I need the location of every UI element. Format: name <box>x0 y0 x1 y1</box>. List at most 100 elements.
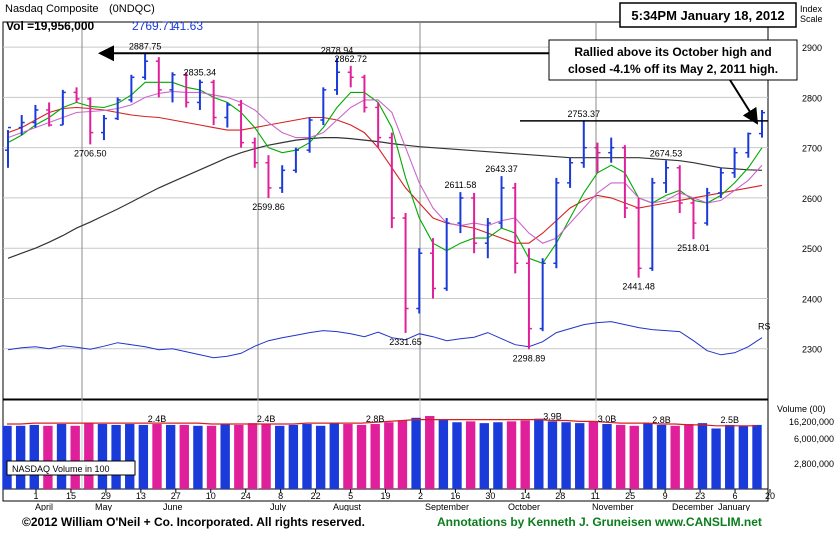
price-bar <box>87 97 94 145</box>
x-month-label: December <box>672 502 714 512</box>
volume-bar <box>725 424 735 489</box>
price-annotation: 2835.34 <box>184 68 217 78</box>
rs-polyline <box>7 321 763 359</box>
price-bar <box>635 197 642 278</box>
volume-tick-label: 6,000,000 <box>794 434 834 444</box>
y-tick-label: 2300 <box>802 345 822 355</box>
price-bar <box>388 132 395 229</box>
x-tick-label: 2 <box>418 491 423 501</box>
price-annotation: 2599.86 <box>252 202 285 212</box>
footer: ©2012 William O'Neil + Co. Incorporated.… <box>0 511 840 533</box>
price-bar <box>608 137 615 163</box>
x-tick-label: 5 <box>348 491 353 501</box>
ma50-line <box>7 106 763 244</box>
volume-bar <box>125 424 135 489</box>
x-tick-label: 28 <box>555 491 565 501</box>
price-bar <box>265 155 272 199</box>
volume-bar <box>670 425 680 489</box>
price-bar <box>663 160 670 193</box>
volume-bar <box>2 425 12 489</box>
x-tick-label: 24 <box>241 491 251 501</box>
volume-bar <box>356 424 367 489</box>
x-tick-label: 23 <box>695 491 705 501</box>
volume-bar <box>29 424 39 489</box>
price-annotation: 2887.75 <box>129 41 162 51</box>
volume-peak-label: 2.8B <box>652 415 671 425</box>
annotation-line-2: closed -4.1% off its May 2, 2011 high. <box>568 62 778 76</box>
volume-bar <box>656 424 667 489</box>
x-tick-label: 9 <box>663 491 668 501</box>
price-annotation: 2706.50 <box>74 148 107 158</box>
price-bar <box>717 167 724 198</box>
price-bar <box>279 165 286 193</box>
price-bar <box>46 102 53 127</box>
price-bar <box>745 132 752 158</box>
x-tick-label: 13 <box>136 491 146 501</box>
volume-bar <box>288 424 299 489</box>
y-tick-label: 2700 <box>802 144 822 154</box>
volume-bar <box>220 424 230 489</box>
price-bar <box>73 87 80 103</box>
y-axis: 2300 2400 2500 2600 2700 2800 2900 <box>802 43 822 355</box>
price-bar <box>416 248 423 314</box>
volume-bar <box>425 416 435 489</box>
volume-bar <box>465 421 476 489</box>
x-month-label: June <box>163 502 183 512</box>
x-tick-label: 16 <box>450 491 460 501</box>
volume-bar <box>575 423 585 489</box>
price-bar <box>375 102 382 148</box>
price-bar <box>731 147 738 178</box>
price-bar <box>704 187 711 226</box>
price-bar <box>334 57 341 95</box>
volume-peak-label: 2.4B <box>257 414 276 424</box>
x-month-label: January <box>718 502 751 512</box>
price-annotation: 2611.58 <box>444 180 476 190</box>
volume-peak-label: 3.9B <box>543 411 562 421</box>
x-tick-label: 11 <box>591 491 600 501</box>
x-tick-label: 6 <box>733 491 738 501</box>
volume-bar <box>138 424 149 489</box>
volume-peak-label: 2.5B <box>720 415 739 425</box>
price-bar <box>155 57 162 98</box>
volume-bar <box>384 422 394 489</box>
volume-bar <box>629 425 639 489</box>
price-bar <box>402 213 409 333</box>
price-annotation: 2674.53 <box>650 148 683 158</box>
price-bar <box>553 177 560 269</box>
y-tick-label: 2500 <box>802 244 822 254</box>
volume-bar <box>643 423 653 489</box>
price-bar <box>759 109 765 138</box>
volume-bar <box>479 423 489 489</box>
chart-title: Nasdaq Composite <box>5 3 99 15</box>
price-bar <box>484 218 491 259</box>
volume-bar <box>15 425 26 489</box>
x-month-label: November <box>592 502 634 512</box>
volume-bar <box>602 424 612 489</box>
x-tick-label: 30 <box>485 491 495 501</box>
x-tick-label: 29 <box>101 491 111 501</box>
y-tick-label: 2400 <box>802 294 822 304</box>
price-annotation: 2753.37 <box>568 109 601 119</box>
rs-label: RS <box>758 322 771 332</box>
volume-bar <box>179 424 189 489</box>
volume-bar <box>588 421 599 489</box>
volume-bar <box>738 425 749 489</box>
x-tick-label: 10 <box>206 491 216 501</box>
price-bar <box>676 165 683 214</box>
price-bar <box>18 114 25 136</box>
volume-bar <box>84 423 94 489</box>
price-bar <box>567 157 574 188</box>
annotation-box <box>548 39 798 81</box>
header-last: 2769.71 <box>132 19 176 33</box>
price-bar <box>320 87 327 126</box>
price-bar <box>142 53 149 80</box>
volume-legend: NASDAQ Volume in 100 <box>12 464 110 474</box>
volume-axis-label: Volume (00) <box>777 404 826 414</box>
ma200-line <box>7 137 763 259</box>
price-bar <box>306 117 313 153</box>
volume-bar <box>493 422 503 489</box>
annotations-credit: Annotations by Kenneth J. Gruneisen www.… <box>437 515 762 529</box>
price-bar <box>649 177 656 271</box>
price-bar <box>100 114 107 141</box>
